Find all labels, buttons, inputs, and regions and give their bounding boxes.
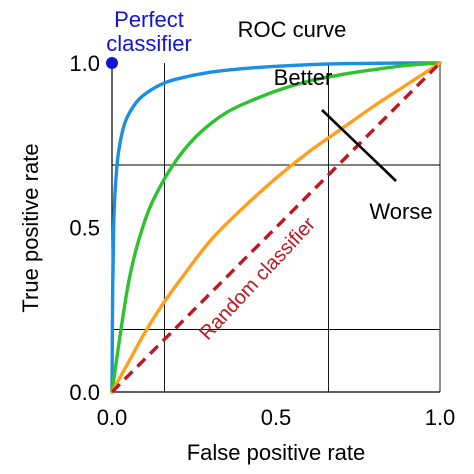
random-classifier-label: Random classifier	[195, 213, 320, 344]
x-tick-label-1: 0.5	[261, 405, 292, 430]
y-axis-label: True positive rate	[18, 143, 43, 312]
perfect-classifier-label-line2: classifier	[106, 31, 192, 56]
chart-title: ROC curve	[238, 17, 347, 42]
series-line-0	[110, 61, 442, 394]
better-worse-indicator-line	[321, 109, 397, 182]
x-axis-label: False positive rate	[187, 440, 366, 465]
y-tick-label-2: 1.0	[69, 51, 100, 76]
y-tick-label-0: 0.0	[69, 380, 100, 405]
tick-labels: 0.0 0.5 1.0 0.0 0.5 1.0	[69, 51, 455, 430]
gridlines	[112, 63, 441, 392]
series-lines	[110, 61, 442, 394]
axes	[111, 63, 440, 393]
x-tick-label-2: 1.0	[425, 405, 456, 430]
better-label: Better	[274, 65, 333, 90]
perfect-classifier-label-line1: Perfect	[114, 7, 184, 32]
series-line-3	[110, 61, 442, 394]
x-tick-label-0: 0.0	[97, 405, 128, 430]
worse-label: Worse	[369, 199, 432, 224]
y-tick-label-1: 0.5	[69, 216, 100, 241]
points	[106, 57, 118, 69]
series-line-2	[110, 61, 442, 394]
perfect-classifier-point-0	[106, 57, 118, 69]
series-line-1	[110, 61, 442, 394]
